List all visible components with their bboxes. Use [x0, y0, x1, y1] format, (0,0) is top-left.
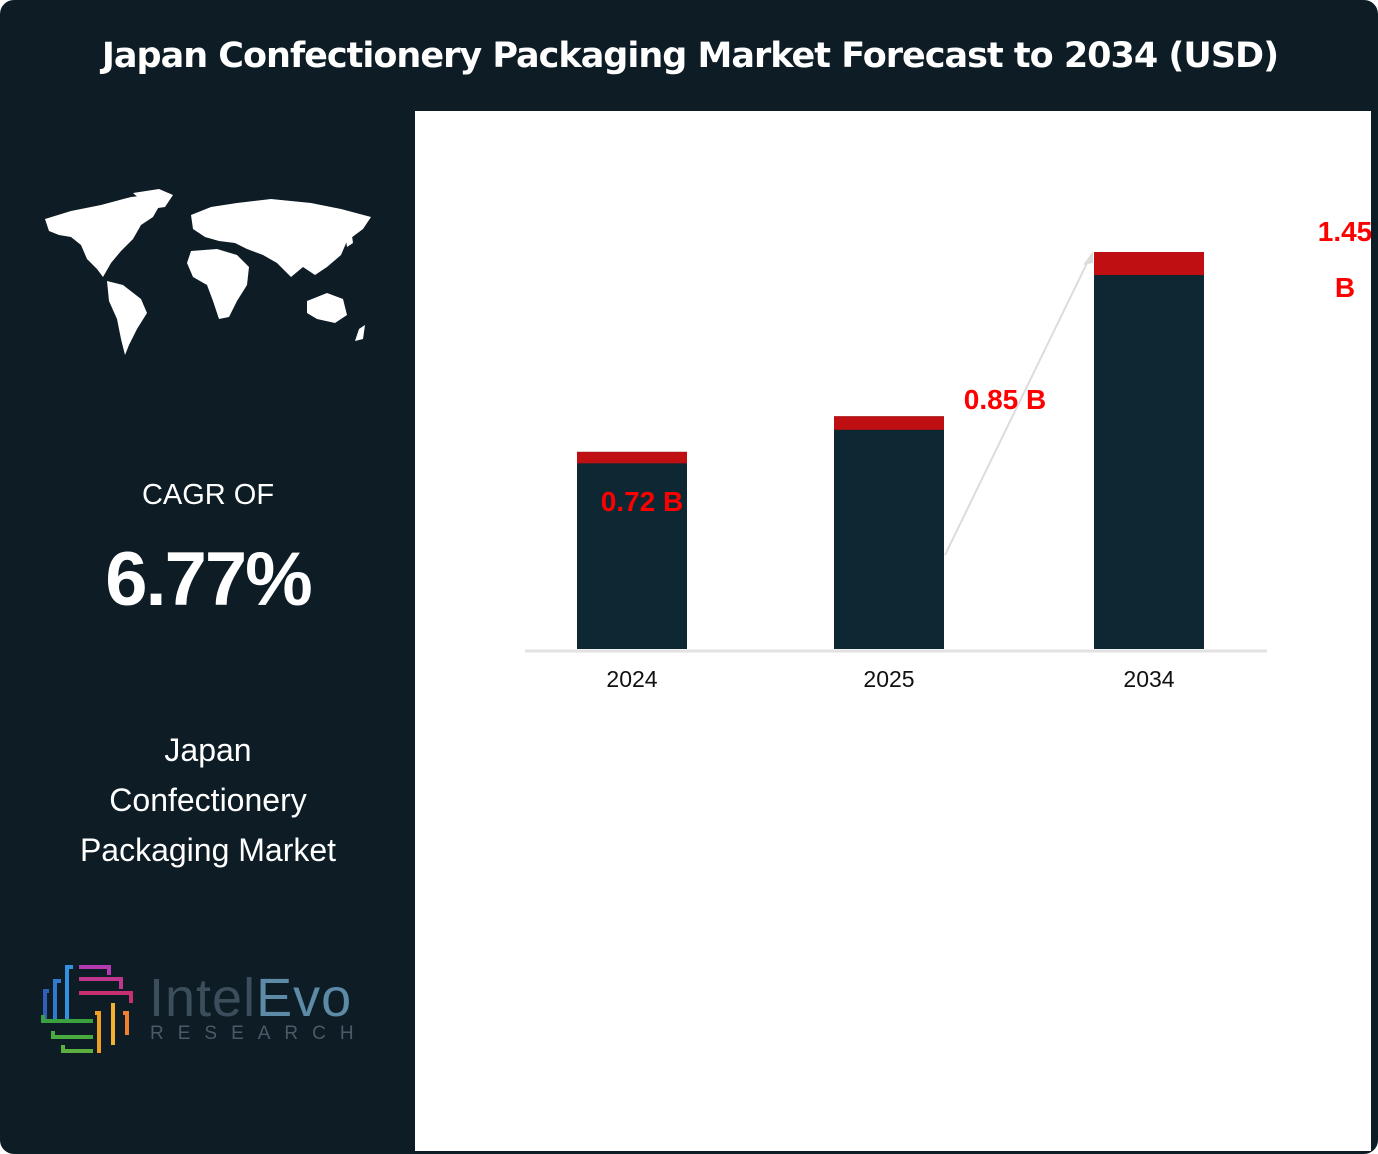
bar-2024: [577, 451, 687, 649]
bar-2034: [1094, 252, 1204, 649]
data-label: 0.85 B: [964, 384, 1047, 415]
bar-cap-2025: [834, 416, 944, 430]
data-label: 0.72 B: [601, 486, 684, 517]
data-label: B: [1335, 272, 1355, 303]
cagr-label: CAGR OF: [141, 479, 275, 511]
bar-chart: 2024 2025 2034 0.72 B 0.85 B 1.45 B: [525, 216, 1372, 692]
x-tick-label: 2034: [1123, 666, 1174, 692]
bar-2025: [834, 416, 944, 649]
market-line: Packaging Market: [79, 832, 337, 868]
growth-arrow: [944, 258, 1090, 556]
growth-arrow-head: [1083, 251, 1093, 265]
world-map-icon: [45, 189, 371, 355]
data-label: 1.45: [1318, 216, 1371, 247]
x-tick-label: 2025: [863, 666, 914, 692]
bar-cap-2034: [1094, 252, 1204, 276]
logo-subtitle: RESEARCH: [150, 1023, 368, 1044]
logo-icon: [41, 965, 133, 1053]
bar-cap-2024: [577, 451, 687, 464]
market-name: Japan Confectionery Packaging Market: [1, 725, 415, 875]
cagr-value: 6.77%: [105, 537, 313, 622]
logo-name: IntelEvo: [149, 968, 353, 1028]
page-title: Japan Confectionery Packaging Market For…: [101, 36, 1279, 76]
sidebar: CAGR OF 6.77% Japan Confectionery Packag…: [1, 111, 415, 1153]
x-tick-label: 2024: [606, 666, 657, 692]
chart-area: 2024 2025 2034 0.72 B 0.85 B 1.45 B: [415, 111, 1372, 1151]
market-line: Confectionery: [109, 782, 307, 818]
market-line: Japan: [164, 732, 252, 768]
